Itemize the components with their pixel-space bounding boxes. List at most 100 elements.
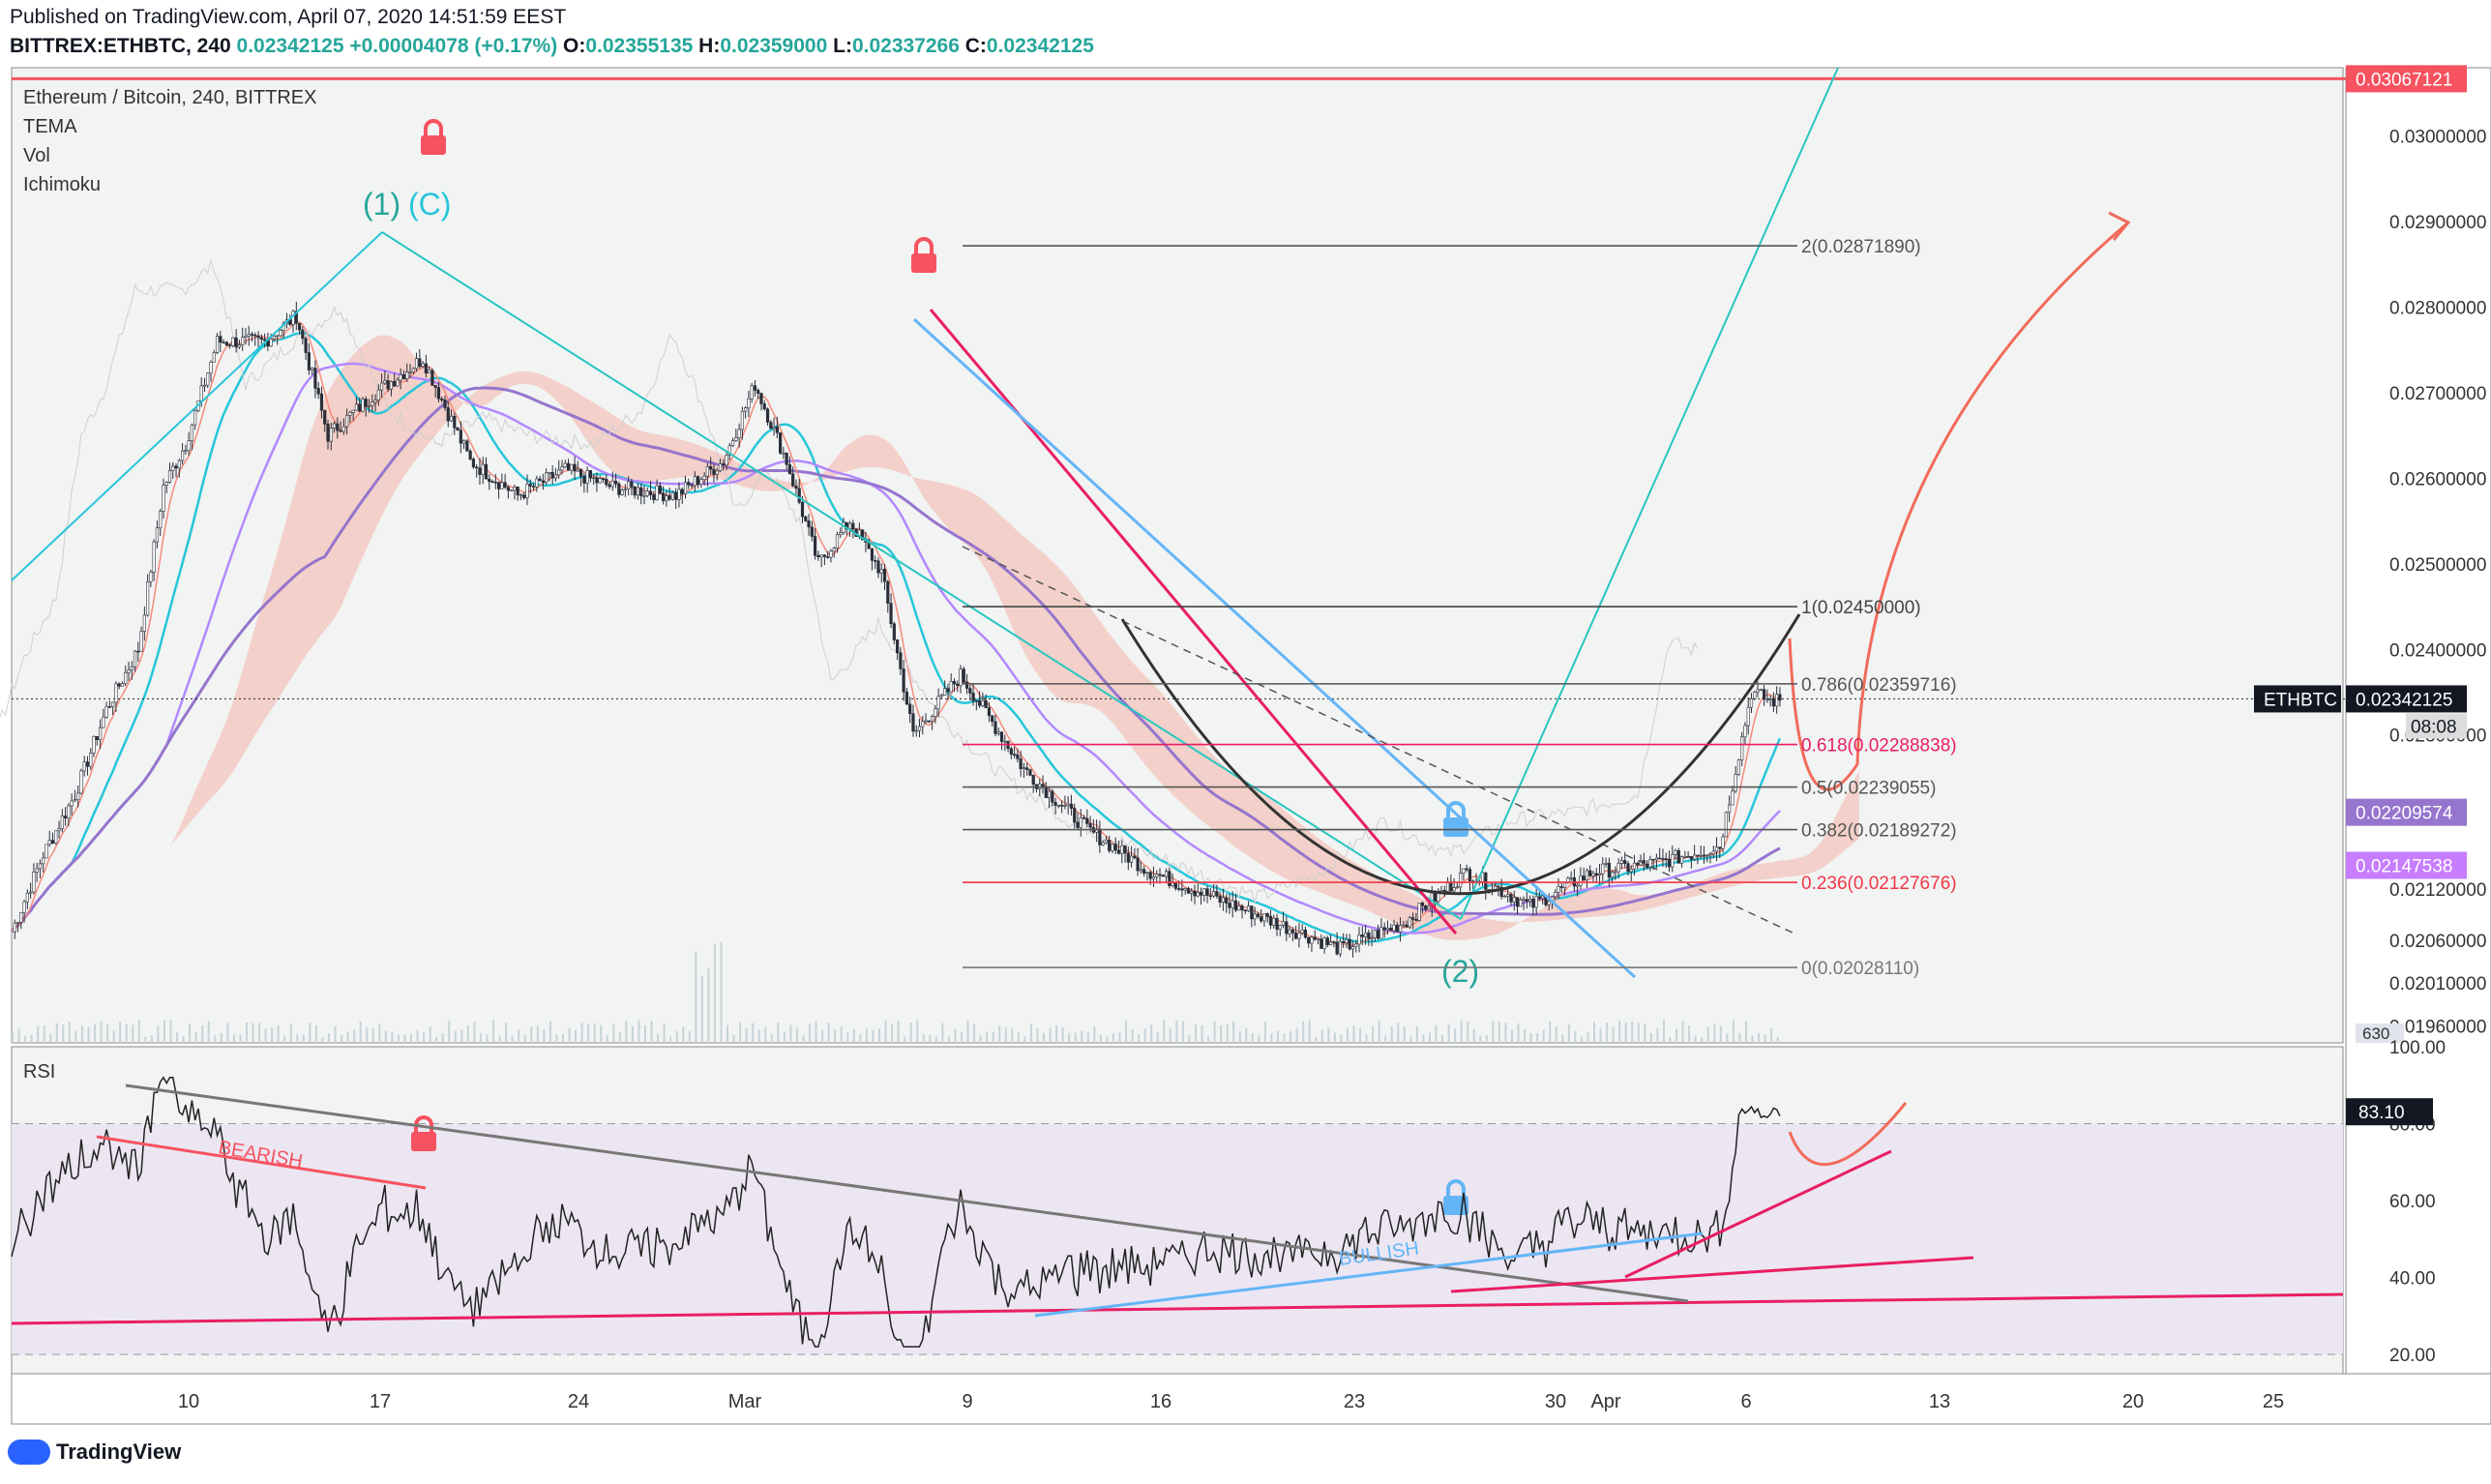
rsi-projection-arrow[interactable] xyxy=(1788,1102,1908,1167)
candle-body xyxy=(136,650,140,653)
candle-body xyxy=(1771,697,1775,707)
volume-bar xyxy=(757,1029,760,1043)
dashed-channel-line[interactable] xyxy=(962,546,1795,935)
volume-bar xyxy=(1270,1032,1273,1043)
candle-body xyxy=(190,424,193,441)
candle-body xyxy=(1746,706,1750,727)
rsi-trend-line-2[interactable] xyxy=(1450,1256,1974,1293)
candle-body xyxy=(401,374,406,380)
open-label: O: xyxy=(563,35,586,57)
volume-bar xyxy=(43,1025,45,1043)
candle-body xyxy=(744,407,748,412)
price-axis-label: 0.01960000 xyxy=(2389,1017,2486,1037)
time-axis-label: 9 xyxy=(962,1391,972,1412)
candle-body xyxy=(456,427,460,430)
uptrend-line[interactable] xyxy=(11,231,383,581)
candle-body xyxy=(1702,854,1706,857)
tradingview-brand[interactable]: TradingView xyxy=(8,1439,181,1465)
candle-body xyxy=(876,560,880,574)
volume-bar xyxy=(1498,1022,1500,1043)
volume-bar xyxy=(536,1025,539,1043)
rsi-support-line[interactable] xyxy=(11,1292,2344,1325)
volume-bar xyxy=(220,1033,222,1043)
candle-body xyxy=(613,480,618,485)
candle-body xyxy=(727,445,731,456)
legend-tema[interactable]: TEMA xyxy=(23,116,77,137)
volume-bar xyxy=(403,1034,406,1043)
volume-bar xyxy=(1220,1024,1223,1043)
candle-body xyxy=(1753,692,1757,699)
candle-body xyxy=(1588,870,1592,876)
rsi-bearish-line[interactable] xyxy=(96,1135,427,1190)
candle-body xyxy=(592,477,596,480)
candle-body xyxy=(804,516,808,521)
wave-trend-line[interactable] xyxy=(381,231,1462,920)
candle-body xyxy=(585,470,589,484)
candle-body xyxy=(1148,872,1152,879)
volume-bar xyxy=(226,1023,229,1043)
candle-body xyxy=(1519,899,1523,907)
candle-body xyxy=(934,708,937,717)
candle-body xyxy=(478,467,482,475)
candle-body xyxy=(98,727,103,740)
countdown-label: 08:08 xyxy=(2411,717,2457,737)
candle-body xyxy=(1714,846,1719,852)
candle-body xyxy=(769,422,773,430)
price-badge xyxy=(2346,798,2467,826)
volume-bar xyxy=(530,1026,533,1043)
candle-body xyxy=(89,752,93,767)
candle-body xyxy=(1158,874,1162,876)
candle-body xyxy=(1171,882,1174,886)
volume-bar xyxy=(68,1022,71,1043)
candle-body xyxy=(1069,803,1074,809)
candle-body xyxy=(1056,804,1060,807)
rsi-bullish-line[interactable] xyxy=(1034,1232,1704,1318)
candle-body xyxy=(699,479,703,486)
lock-icon xyxy=(911,253,936,273)
candle-body xyxy=(247,334,251,337)
volume-bar xyxy=(1017,1031,1020,1043)
fib-label: 0.618(0.02288838) xyxy=(1801,736,1957,757)
projection-line[interactable] xyxy=(1460,67,1839,920)
bounce-projection-arrow[interactable] xyxy=(1788,221,2129,791)
candle-body xyxy=(538,478,542,482)
candle-body xyxy=(1082,817,1086,819)
downtrend-line-blue[interactable] xyxy=(912,317,1637,979)
volume-bar xyxy=(1713,1024,1716,1043)
candle-body xyxy=(503,482,507,488)
candle-body xyxy=(1601,863,1605,875)
volume-bar xyxy=(561,1033,564,1043)
candle-body xyxy=(1509,894,1513,903)
volume-bar xyxy=(1409,1036,1412,1043)
volume-bar xyxy=(1036,1028,1039,1043)
candle-body xyxy=(1221,897,1226,903)
volume-bar xyxy=(232,1034,235,1043)
legend-vol[interactable]: Vol xyxy=(23,145,50,166)
volume-bar xyxy=(1415,1026,1418,1043)
candle-body xyxy=(1708,853,1712,856)
candle-body xyxy=(1484,872,1488,890)
rsi-resistance-line[interactable] xyxy=(125,1083,1689,1303)
cup-curve[interactable] xyxy=(1120,613,1801,896)
candle-body xyxy=(294,311,298,324)
candle-body xyxy=(1088,823,1092,828)
legend-ichimoku[interactable]: Ichimoku xyxy=(23,174,102,195)
time-axis[interactable] xyxy=(11,1373,2491,1425)
rsi-line xyxy=(11,1076,1781,1348)
legend-rsi[interactable]: RSI xyxy=(23,1061,56,1083)
candle-body xyxy=(1113,844,1117,851)
volume-bar xyxy=(1384,1035,1387,1043)
candle-body xyxy=(882,569,887,582)
candle-body xyxy=(376,389,380,401)
candle-body xyxy=(1168,871,1171,886)
candle-body xyxy=(57,828,61,832)
candle-body xyxy=(1569,876,1573,879)
candle-body xyxy=(371,401,374,406)
time-axis-label: 16 xyxy=(1150,1391,1171,1412)
volume-bar xyxy=(1106,1036,1109,1043)
volume-bar xyxy=(1580,1036,1583,1043)
rsi-uptrend-line[interactable] xyxy=(1624,1149,1892,1279)
candle-body xyxy=(813,536,817,556)
candle-body xyxy=(414,358,419,370)
